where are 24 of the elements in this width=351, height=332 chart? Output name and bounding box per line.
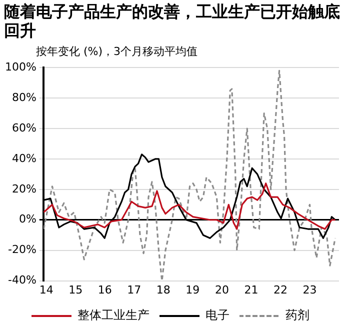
x-tick-label: 14 xyxy=(39,283,54,296)
x-tick-label: 16 xyxy=(98,283,112,296)
x-tick-label: 21 xyxy=(244,283,258,296)
legend-label: 整体工业生产 xyxy=(78,308,150,322)
chart-title: 随着电子产品生产的改善，工业生产已开始触底回升 xyxy=(4,2,340,40)
y-tick-label: 100% xyxy=(4,60,36,74)
legend-label: 药剂 xyxy=(286,308,310,322)
line-series xyxy=(43,70,336,281)
legend-label: 电子 xyxy=(206,308,230,322)
y-tick-label: -40% xyxy=(8,274,36,287)
y-tick-label: 80% xyxy=(12,90,36,104)
x-tick-label: 23 xyxy=(302,283,317,296)
chart-subtitle: 按年变化 (%)，3个月移动平均值 xyxy=(36,44,198,59)
y-tick-label: 60% xyxy=(12,121,36,134)
x-tick-label: 19 xyxy=(186,283,200,296)
y-tick-label: 40% xyxy=(12,152,36,165)
x-tick-label: 17 xyxy=(127,283,142,296)
x-tick-label: 20 xyxy=(214,283,229,296)
x-tick-label: 15 xyxy=(68,283,83,296)
y-tick-label: -20% xyxy=(8,243,36,256)
x-tick-label: 22 xyxy=(273,283,288,296)
y-tick-label: 20% xyxy=(12,182,36,196)
x-tick-label: 18 xyxy=(156,283,170,296)
y-tick-label: 0% xyxy=(18,212,36,226)
